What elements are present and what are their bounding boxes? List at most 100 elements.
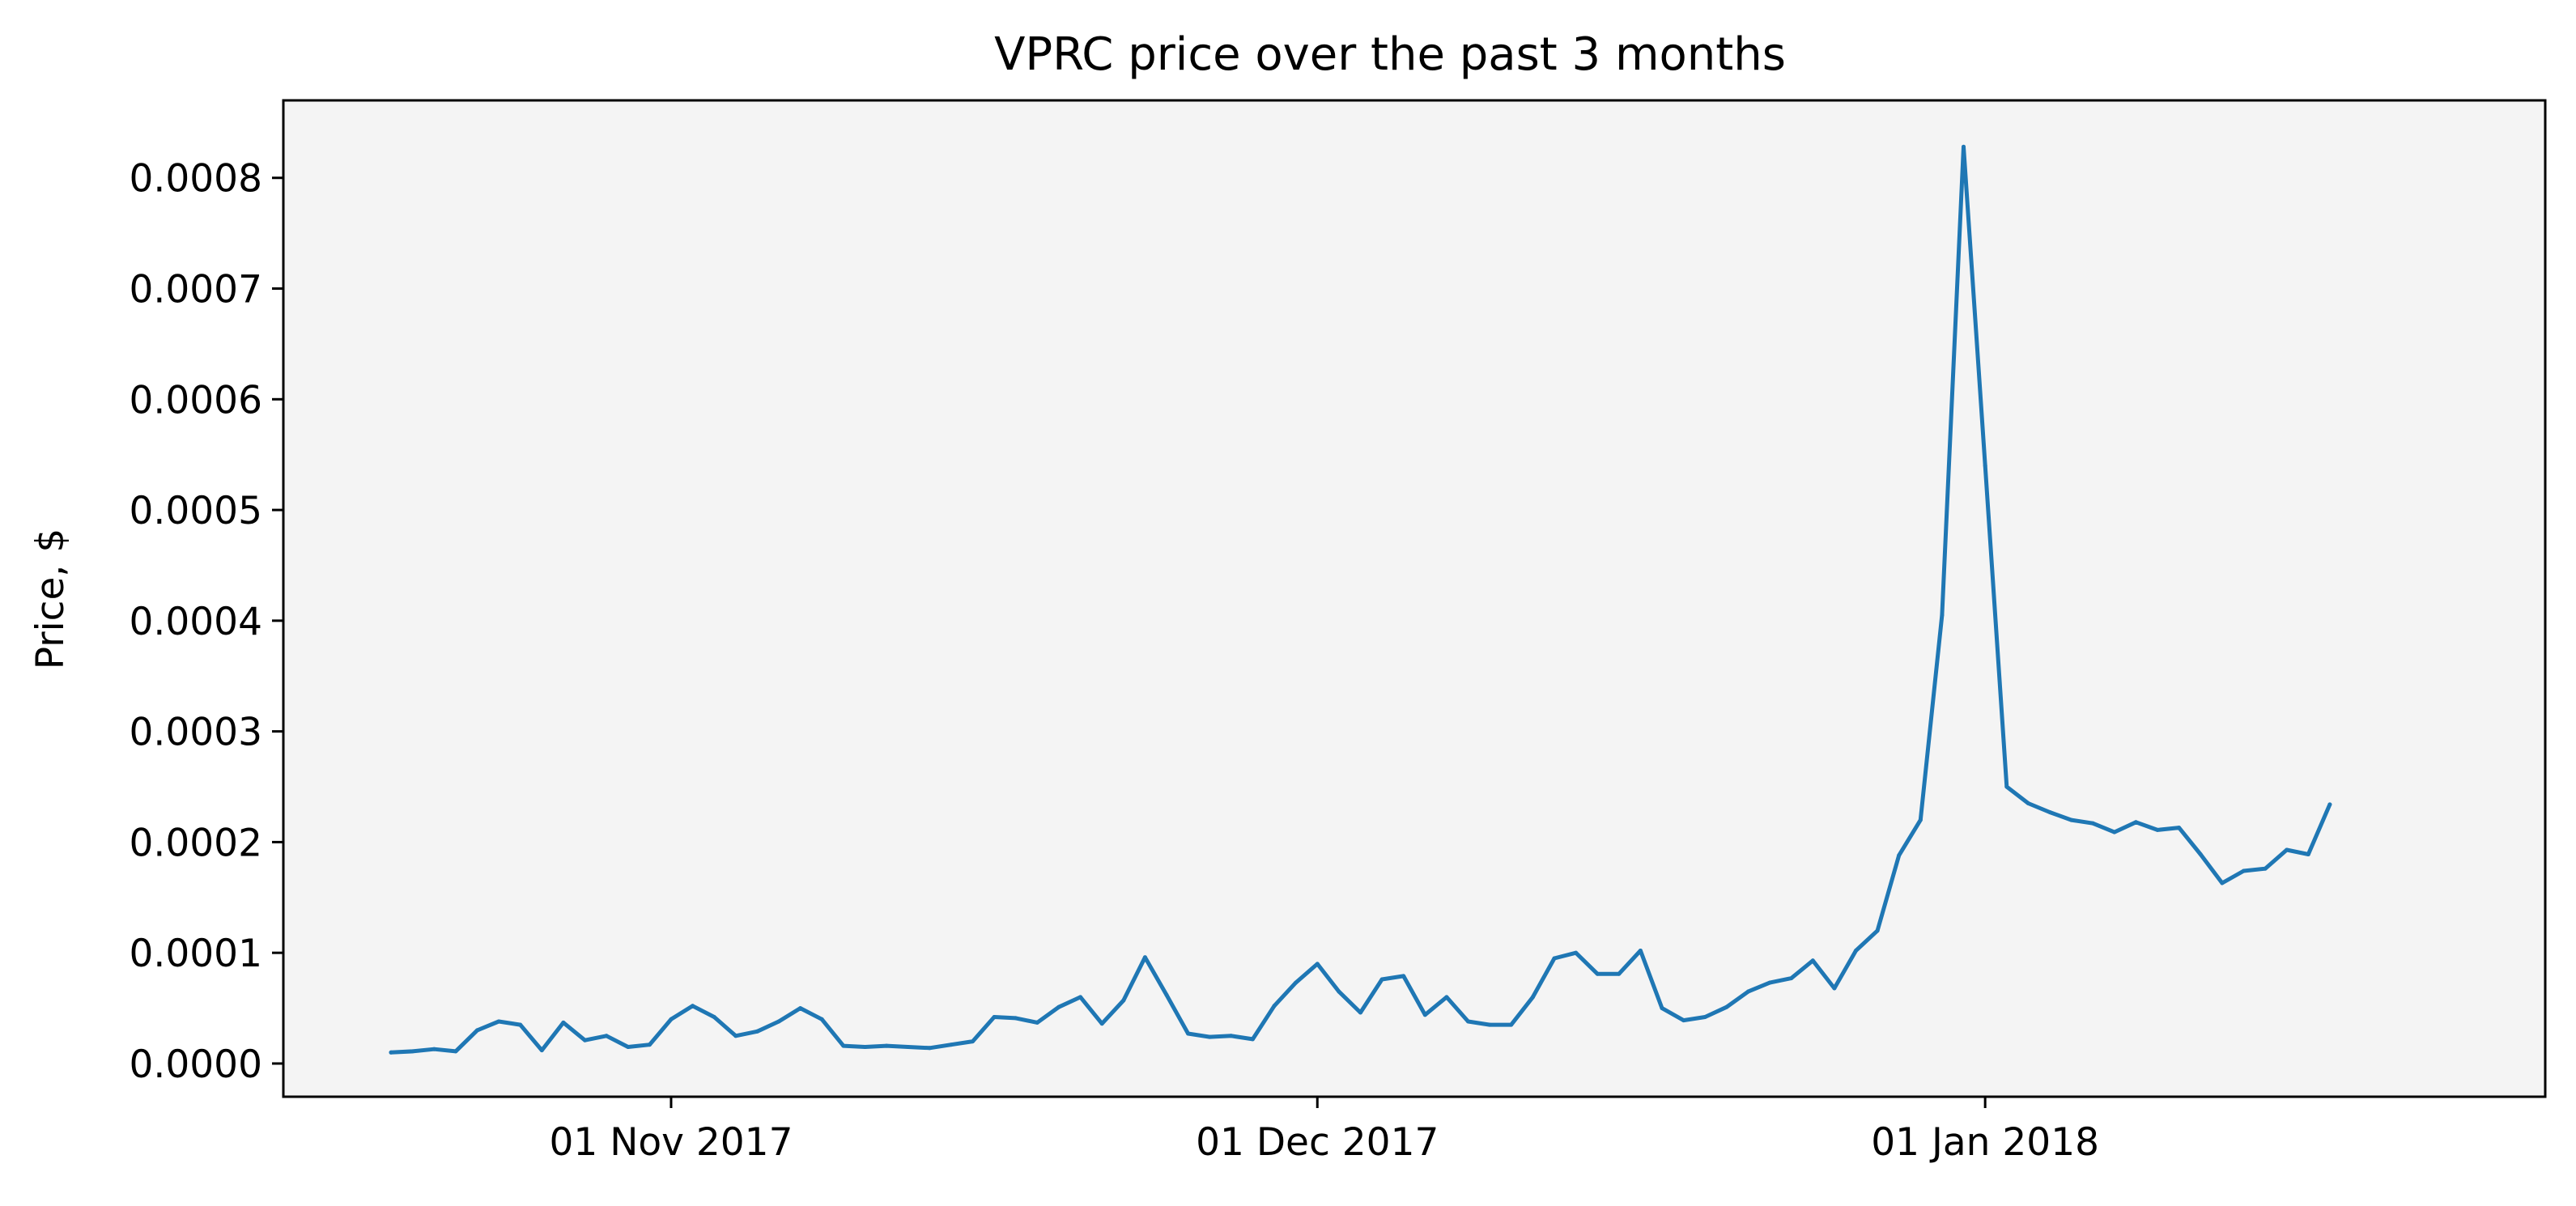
- plot-frame: [282, 99, 2547, 1098]
- data-point: [539, 1048, 544, 1053]
- data-point: [1337, 989, 1341, 994]
- data-point: [776, 1019, 781, 1024]
- data-point: [2285, 847, 2289, 852]
- x-tick-label: 01 Dec 2017: [1196, 1120, 1439, 1165]
- data-point: [819, 1017, 824, 1021]
- data-point: [2090, 821, 2095, 826]
- data-point: [2112, 830, 2117, 834]
- data-point: [1056, 1004, 1061, 1009]
- data-point: [2198, 852, 2203, 856]
- data-point: [1250, 1037, 1255, 1042]
- data-point: [1875, 928, 1880, 933]
- data-point: [2133, 820, 2138, 825]
- data-point: [1035, 1020, 1039, 1025]
- y-tick-label: 0.0002: [130, 821, 262, 865]
- data-point: [1186, 1031, 1191, 1036]
- data-point: [647, 1043, 652, 1047]
- data-point: [1789, 976, 1794, 981]
- data-point: [906, 1045, 911, 1049]
- data-point: [1810, 958, 1815, 963]
- data-point: [1552, 956, 1557, 961]
- chart-title: VPRC price over the past 3 months: [994, 28, 1786, 81]
- y-axis-label: Price, $: [28, 529, 73, 669]
- x-axis: 01 Nov 2017 01 Dec 2017 01 Jan 2018: [549, 1097, 2099, 1165]
- data-point: [1897, 853, 1902, 858]
- data-point: [1617, 971, 1622, 976]
- data-point: [1681, 1018, 1686, 1023]
- data-point: [561, 1020, 566, 1025]
- data-point: [992, 1015, 997, 1019]
- data-point: [669, 1017, 674, 1021]
- data-point: [1207, 1034, 1212, 1039]
- data-point: [1660, 1006, 1664, 1011]
- data-point: [1595, 971, 1600, 976]
- data-point: [1229, 1034, 1234, 1038]
- data-point: [1767, 980, 1772, 985]
- y-tick-label: 0.0007: [130, 268, 262, 312]
- data-point: [1142, 955, 1147, 960]
- data-point: [2047, 810, 2052, 814]
- data-point: [884, 1043, 889, 1048]
- data-point: [1379, 977, 1384, 982]
- data-point: [583, 1038, 587, 1043]
- data-point: [1940, 613, 1945, 618]
- y-tick-label: 0.0006: [130, 378, 262, 423]
- data-point: [1444, 995, 1449, 1000]
- x-tick-label: 01 Nov 2017: [549, 1120, 793, 1165]
- data-point: [1099, 1021, 1104, 1026]
- data-point: [949, 1043, 954, 1047]
- data-point: [1294, 980, 1299, 985]
- data-point: [1638, 949, 1643, 953]
- plot-area: [283, 100, 2545, 1097]
- data-point: [604, 1034, 609, 1038]
- data-point: [1078, 995, 1083, 1000]
- data-point: [2004, 784, 2009, 789]
- data-point: [1272, 1004, 1277, 1009]
- y-tick-label: 0.0004: [130, 600, 262, 644]
- data-point: [691, 1004, 695, 1009]
- data-point: [755, 1029, 759, 1034]
- data-point: [1702, 1015, 1707, 1019]
- data-point: [1745, 989, 1750, 994]
- data-point: [798, 1006, 803, 1011]
- data-point: [410, 1049, 415, 1054]
- data-point: [518, 1022, 523, 1027]
- data-point: [2263, 866, 2268, 871]
- data-point: [2242, 868, 2246, 873]
- data-point: [1918, 817, 1923, 822]
- data-point: [475, 1028, 479, 1033]
- data-point: [2026, 801, 2030, 805]
- data-point: [1832, 986, 1837, 991]
- data-point: [1164, 992, 1169, 997]
- data-point: [1315, 962, 1320, 966]
- data-point: [1983, 463, 1987, 468]
- y-tick-label: 0.0005: [130, 489, 262, 533]
- data-point: [1854, 949, 1858, 953]
- data-point: [971, 1039, 975, 1044]
- data-point: [733, 1034, 738, 1038]
- data-point: [712, 1015, 716, 1019]
- data-point: [626, 1045, 631, 1049]
- data-point: [1014, 1016, 1018, 1021]
- data-point: [2220, 881, 2225, 885]
- data-point: [2306, 852, 2310, 856]
- data-point: [841, 1043, 846, 1048]
- data-point: [1509, 1022, 1514, 1027]
- data-point: [863, 1045, 867, 1049]
- y-tick-label: 0.0001: [130, 932, 262, 976]
- data-point: [2327, 802, 2332, 807]
- y-axis: 0.0000 0.0001 0.0002 0.0003 0.0004 0.0005 0.00…: [130, 157, 283, 1087]
- data-point: [1358, 1010, 1362, 1015]
- data-point: [1574, 950, 1579, 955]
- data-point: [453, 1049, 458, 1054]
- data-point: [1121, 998, 1126, 1003]
- data-points: [389, 144, 2332, 1055]
- data-point: [1422, 1013, 1427, 1017]
- data-point: [2177, 826, 2182, 830]
- data-point: [927, 1046, 932, 1051]
- data-point: [389, 1050, 393, 1055]
- y-tick-label: 0.0008: [130, 157, 262, 202]
- data-point: [1401, 974, 1406, 979]
- data-point: [2069, 817, 2074, 822]
